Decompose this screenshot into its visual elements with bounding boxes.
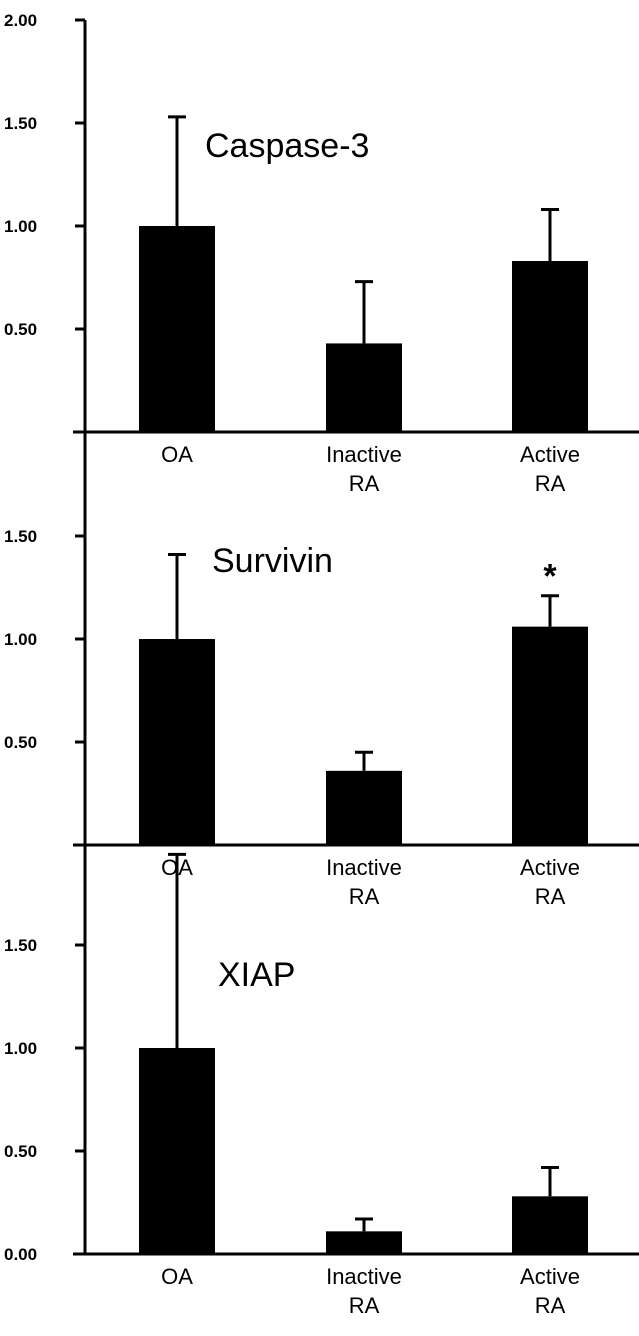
- bar: [326, 343, 402, 432]
- y-tick-label: 0.50: [4, 1142, 37, 1161]
- y-tick-label: 0.50: [4, 733, 37, 752]
- bar: [139, 226, 215, 432]
- category-label: RA: [349, 884, 380, 909]
- category-label: Inactive: [326, 442, 402, 467]
- category-label: RA: [535, 471, 566, 496]
- category-label: Active: [520, 442, 580, 467]
- bar: [326, 1231, 402, 1254]
- bar: [512, 261, 588, 432]
- category-label: Active: [520, 1264, 580, 1289]
- y-tick-label: 2.00: [4, 11, 37, 30]
- panel-title: XIAP: [218, 956, 295, 994]
- category-label: OA: [161, 1264, 193, 1289]
- significance-marker: *: [543, 558, 557, 596]
- category-label: Active: [520, 855, 580, 880]
- bar: [139, 639, 215, 845]
- y-tick-label: 0.00: [4, 1245, 37, 1264]
- category-label: OA: [161, 442, 193, 467]
- bar: [512, 1196, 588, 1254]
- category-label: RA: [535, 884, 566, 909]
- y-tick-label: 0.50: [4, 320, 37, 339]
- y-tick-label: 1.00: [4, 630, 37, 649]
- bar: [512, 626, 588, 845]
- y-tick-label: 1.50: [4, 527, 37, 546]
- y-tick-label: 1.50: [4, 114, 37, 133]
- y-tick-label: 1.50: [4, 936, 37, 955]
- panel-title: Caspase-3: [205, 127, 369, 165]
- y-tick-label: 1.00: [4, 217, 37, 236]
- bar: [326, 770, 402, 845]
- category-label: Inactive: [326, 1264, 402, 1289]
- category-label: RA: [535, 1293, 566, 1318]
- category-label: Inactive: [326, 855, 402, 880]
- category-label: RA: [349, 471, 380, 496]
- category-label: RA: [349, 1293, 380, 1318]
- panel-title: Survivin: [212, 542, 333, 580]
- bar: [139, 1048, 215, 1254]
- y-tick-label: 1.00: [4, 1039, 37, 1058]
